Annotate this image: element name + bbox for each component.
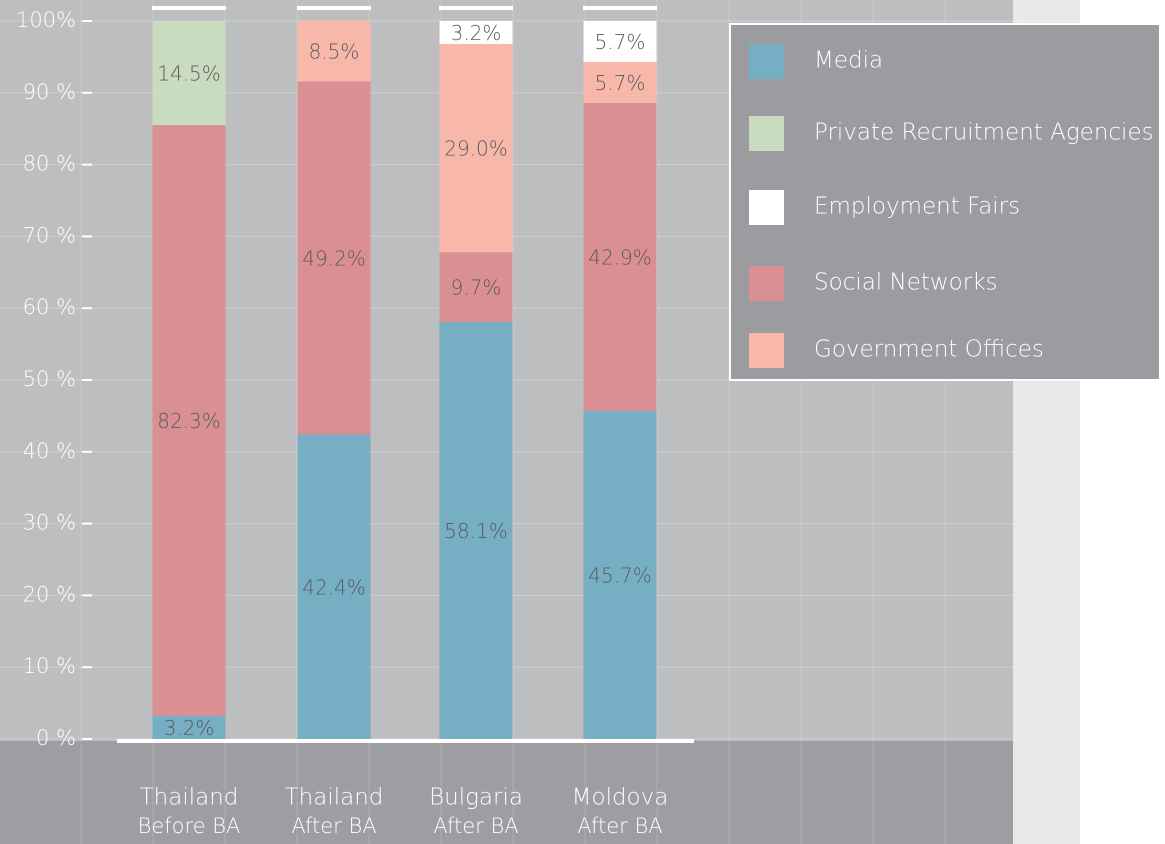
legend-label: Social Networks — [814, 270, 998, 296]
y-tick-label: 0 % — [36, 726, 76, 750]
bar-segment — [583, 102, 657, 411]
value-label: 29.0% — [444, 137, 508, 161]
value-label: 58.1% — [444, 519, 508, 543]
y-tick-label: 30 % — [23, 511, 76, 535]
bar-segment — [583, 61, 657, 103]
axis-band — [0, 741, 1013, 844]
bar-segment — [297, 20, 371, 82]
x-tick-label: Before BA — [138, 814, 241, 838]
value-label: 3.2% — [164, 716, 215, 740]
legend-swatch — [749, 116, 784, 151]
bar-segment — [152, 716, 226, 739]
y-tick-label: 90 % — [23, 80, 76, 104]
y-tick-label: 50 % — [23, 367, 76, 391]
value-label: 14.5% — [157, 62, 221, 86]
y-tick-label: 100% — [16, 8, 76, 32]
value-label: 49.2% — [302, 246, 366, 270]
x-tick-label: After BA — [291, 814, 376, 838]
bar-segment — [152, 21, 226, 126]
bar-segment — [439, 252, 513, 322]
y-tick-label: 40 % — [23, 439, 76, 463]
value-label: 5.7% — [595, 71, 646, 95]
bar-segment — [439, 321, 513, 739]
legend-label: Employment Fairs — [814, 194, 1020, 220]
legend-label: Private Recruitment Agencies — [814, 120, 1154, 146]
x-tick-label: Thailand — [140, 785, 239, 811]
marks — [82, 6, 657, 740]
value-label: 42.9% — [588, 245, 652, 269]
value-label: 8.5% — [309, 39, 360, 63]
y-tick-label: 20 % — [23, 582, 76, 606]
value-label: 5.7% — [595, 30, 646, 54]
x-tick-label: Moldova — [572, 785, 669, 811]
y-tick-label: 80 % — [23, 152, 76, 176]
bar-segment — [583, 410, 657, 739]
legend-swatch — [749, 333, 784, 368]
legend — [729, 23, 1161, 381]
y-tick-label: 70 % — [23, 223, 76, 247]
bar-segment — [439, 21, 513, 44]
x-tick-label: After BA — [577, 814, 662, 838]
x-tick-label: Thailand — [285, 785, 384, 811]
legend-label: Media — [814, 48, 883, 74]
legend-swatch — [749, 190, 784, 225]
legend-swatch — [749, 266, 784, 301]
bar-segment — [583, 21, 657, 62]
value-label: 42.4% — [302, 575, 366, 599]
value-label: 9.7% — [451, 276, 502, 300]
y-tick-label: 10 % — [23, 654, 76, 678]
bar-segment — [297, 81, 371, 435]
bar-segment — [152, 125, 226, 717]
bar-segment — [297, 434, 371, 739]
legend-label: Government Offices — [814, 337, 1044, 363]
bar-segment — [439, 43, 513, 253]
legend-swatch — [749, 44, 784, 79]
value-label: 3.2% — [451, 21, 502, 45]
x-tick-label: Bulgaria — [429, 785, 523, 811]
value-label: 82.3% — [157, 409, 221, 433]
value-label: 45.7% — [588, 563, 652, 587]
y-tick-label: 60 % — [23, 295, 76, 319]
x-tick-label: After BA — [433, 814, 518, 838]
